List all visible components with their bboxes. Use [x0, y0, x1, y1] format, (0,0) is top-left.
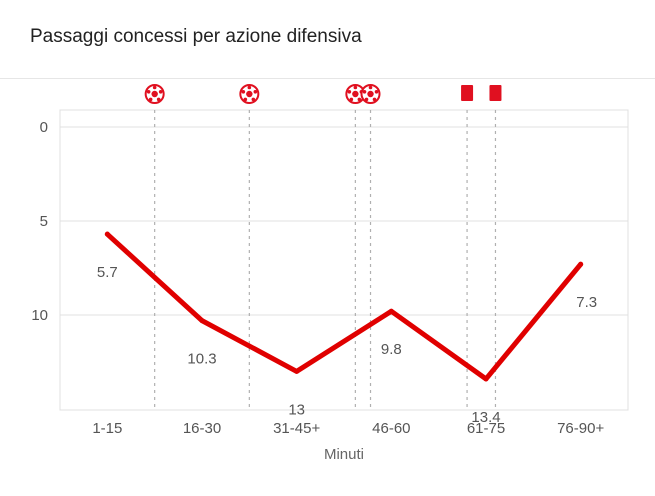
- data-point: [294, 368, 300, 374]
- data-point: [104, 231, 110, 237]
- chart-title: Passaggi concessi per azione difensiva: [30, 26, 362, 47]
- data-point: [483, 376, 489, 382]
- x-tick-label: 16-30: [183, 420, 221, 437]
- data-label: 5.7: [97, 264, 118, 281]
- data-label: 7.3: [576, 294, 597, 311]
- soccer-ball-icon: [239, 84, 260, 104]
- data-point: [199, 318, 205, 324]
- x-tick-label: 46-60: [372, 420, 410, 437]
- x-tick-label: 31-45+: [273, 420, 320, 437]
- y-tick-label: 5: [40, 213, 48, 230]
- y-tick-label: 10: [31, 307, 48, 324]
- data-point: [578, 261, 584, 267]
- data-label: 9.8: [381, 341, 402, 358]
- plot-area: [59, 109, 629, 411]
- red-card-icon: [461, 85, 474, 101]
- data-label: 13: [288, 401, 305, 418]
- data-label: 10.3: [187, 351, 216, 368]
- red-card-icon: [489, 85, 502, 101]
- data-label: 13.4: [471, 409, 500, 426]
- series-line: [104, 231, 584, 382]
- soccer-ball-icon: [144, 84, 165, 104]
- soccer-ball-icon: [360, 84, 381, 104]
- x-axis-title: Minuti: [324, 446, 364, 463]
- data-point: [388, 308, 394, 314]
- x-tick-label: 61-75: [467, 420, 505, 437]
- header-divider: [0, 78, 655, 79]
- x-tick-label: 1-15: [92, 420, 122, 437]
- x-tick-label: 76-90+: [557, 420, 604, 437]
- y-tick-label: 0: [40, 119, 48, 136]
